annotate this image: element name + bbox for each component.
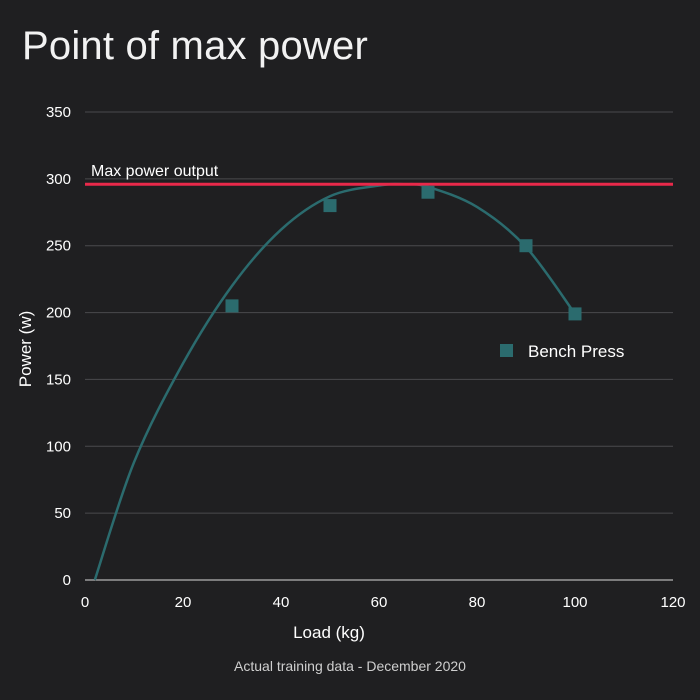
data-point	[323, 199, 337, 213]
y-tick-label: 300	[46, 171, 71, 188]
legend-label: Bench Press	[528, 342, 624, 361]
y-tick-label: 250	[46, 238, 71, 255]
x-tick-label: 0	[81, 594, 89, 611]
fitted-curve	[93, 182, 577, 581]
chart-title: Point of max power	[22, 24, 368, 68]
y-tick-label: 50	[54, 505, 71, 522]
x-axis-title: Load (kg)	[293, 623, 365, 642]
x-tick-label: 20	[175, 594, 192, 611]
x-tick-label: 40	[273, 594, 290, 611]
x-tick-label: 80	[469, 594, 486, 611]
y-tick-label: 150	[46, 371, 71, 388]
data-point	[225, 299, 239, 313]
data-point	[421, 185, 435, 199]
chart-caption: Actual training data - December 2020	[234, 658, 466, 674]
legend-marker	[500, 344, 513, 357]
data-point	[568, 307, 582, 321]
max-power-label: Max power output	[91, 163, 219, 180]
y-tick-label: 100	[46, 438, 71, 455]
x-tick-label: 100	[562, 594, 587, 611]
y-axis-title: Power (w)	[16, 311, 35, 388]
data-point	[519, 239, 533, 253]
x-tick-label: 60	[371, 594, 388, 611]
y-tick-label: 350	[46, 104, 71, 121]
y-tick-label: 200	[46, 305, 71, 322]
x-tick-label: 120	[660, 594, 685, 611]
y-tick-label: 0	[63, 572, 71, 589]
